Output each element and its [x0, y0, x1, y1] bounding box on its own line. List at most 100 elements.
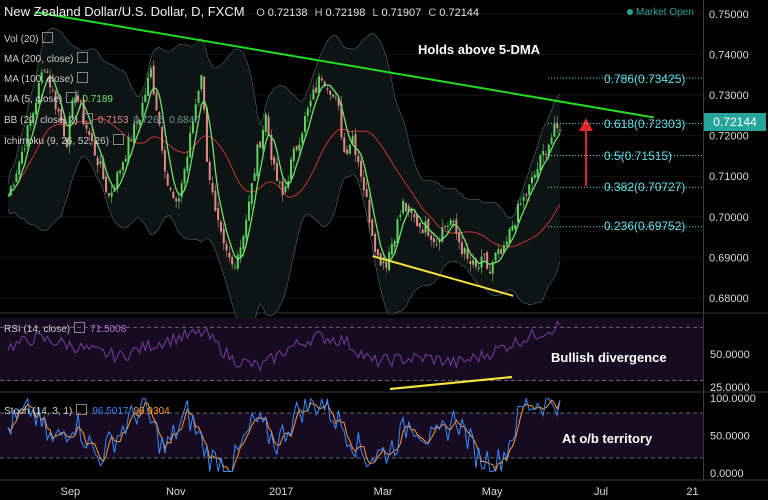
- candle-body: [290, 159, 293, 180]
- candle-body: [368, 199, 371, 223]
- candle-body: [312, 89, 315, 100]
- eye-icon[interactable]: [76, 404, 88, 415]
- candle-body: [102, 159, 105, 180]
- candle-body: [32, 112, 35, 123]
- candle-body: [180, 183, 183, 198]
- candle-body: [553, 123, 556, 137]
- stoch-panel: [0, 396, 703, 472]
- fib-label-236: 0.236(0.69752): [604, 219, 686, 233]
- candle-body: [519, 203, 522, 205]
- candle-body: [49, 75, 52, 88]
- note-ob-territory: At o/b territory: [562, 431, 653, 446]
- cloud-fill: [8, 28, 560, 334]
- eye-icon[interactable]: [81, 113, 93, 124]
- eye-icon[interactable]: [77, 72, 89, 83]
- candle-body: [458, 232, 461, 243]
- candle-body: [511, 225, 514, 231]
- stoch-tick-label: 50.0000: [710, 431, 750, 443]
- candle-body: [26, 125, 29, 147]
- last-price-tag: 0.72144: [704, 113, 766, 131]
- eye-icon[interactable]: [42, 32, 54, 43]
- candle-body: [500, 249, 503, 254]
- candle-body: [65, 138, 68, 148]
- candle-body: [525, 194, 528, 196]
- legend-ma5[interactable]: MA (5, close) 0.7189: [4, 92, 113, 105]
- eye-icon[interactable]: [74, 322, 86, 333]
- candle-body: [435, 244, 438, 246]
- candle-body: [93, 140, 96, 156]
- candle-body: [35, 102, 38, 115]
- legend-stoch[interactable]: Stoch (14, 3, 1) 96.5017 96.9304: [4, 404, 170, 417]
- chart-header: New Zealand Dollar/U.S. Dollar, D, FXCM …: [4, 4, 483, 19]
- candle-body: [40, 72, 43, 82]
- eye-icon[interactable]: [77, 52, 89, 63]
- candle-body: [318, 76, 321, 93]
- candle-body: [236, 254, 239, 269]
- candle-body: [200, 75, 203, 90]
- candle-body: [133, 123, 136, 144]
- candle-body: [483, 253, 486, 256]
- candle-body: [278, 182, 281, 184]
- note-holds-5dma: Holds above 5-DMA: [418, 42, 541, 57]
- candle-body: [284, 186, 287, 193]
- candle-body: [326, 88, 329, 90]
- legend-ma200[interactable]: MA (200, close): [4, 52, 89, 65]
- candle-body: [547, 144, 550, 157]
- candle-body: [138, 119, 141, 126]
- candle-body: [256, 144, 259, 177]
- candle-body: [528, 184, 531, 195]
- candle-body: [203, 76, 206, 110]
- fib-label-618: 0.618(0.72303): [604, 117, 686, 131]
- eye-icon[interactable]: [66, 92, 78, 103]
- price-tick-label: 0.69000: [709, 252, 749, 264]
- legend-bb[interactable]: BB (20, close, 2) 0.7153 0.7265 0.6840: [4, 113, 200, 126]
- candle-body: [418, 223, 421, 228]
- candle-body: [231, 257, 234, 265]
- legend-ma100[interactable]: MA (100, close): [4, 72, 89, 85]
- candle-body: [166, 173, 169, 186]
- candle-body: [71, 99, 74, 118]
- rsi-tick-label: 25.0000: [710, 382, 750, 394]
- candle-body: [550, 137, 553, 144]
- candle-body: [233, 266, 236, 268]
- candle-body: [155, 93, 158, 111]
- stoch-tick-label: 100.0000: [710, 393, 756, 405]
- candle-body: [194, 104, 197, 120]
- candle-body: [57, 108, 60, 112]
- candle-body: [452, 220, 455, 223]
- ma-100-line: [7, 117, 561, 248]
- candle-body: [323, 81, 326, 87]
- eye-icon[interactable]: [113, 134, 125, 145]
- market-status: Market Open: [627, 7, 694, 18]
- legend-ichimoku[interactable]: Ichimoku (9, 26, 52, 26): [4, 134, 125, 147]
- candle-body: [273, 157, 276, 165]
- candle-body: [135, 122, 138, 124]
- note-bullish-divergence: Bullish divergence: [551, 350, 667, 365]
- time-tick-label: 2017: [269, 486, 293, 498]
- candle-body: [295, 145, 298, 150]
- candle-body: [480, 256, 483, 268]
- fib-lines: [548, 77, 703, 228]
- candle-body: [486, 252, 489, 269]
- candle-body: [175, 198, 178, 202]
- candle-body: [362, 177, 365, 191]
- candle-body: [99, 161, 102, 164]
- legend-rsi[interactable]: RSI (14, close) 71.5008: [4, 322, 127, 335]
- candle-body: [68, 116, 71, 146]
- candle-body: [189, 132, 192, 158]
- rsi-divergence-line: [389, 375, 513, 391]
- ichimoku-cloud: [8, 28, 560, 334]
- candle-body: [124, 158, 127, 162]
- candle-body: [379, 253, 382, 266]
- candle-body: [211, 182, 214, 193]
- rsi-panel: [0, 318, 703, 391]
- rsi-tick-label: 50.0000: [710, 349, 750, 361]
- candle-body: [438, 241, 441, 243]
- candle-body: [264, 114, 267, 133]
- trendlines: [34, 11, 654, 297]
- candle-body: [343, 137, 346, 153]
- candle-body: [110, 192, 113, 197]
- candle-body: [43, 69, 46, 71]
- candle-body: [161, 127, 164, 151]
- legend-vol[interactable]: Vol (20): [4, 32, 54, 45]
